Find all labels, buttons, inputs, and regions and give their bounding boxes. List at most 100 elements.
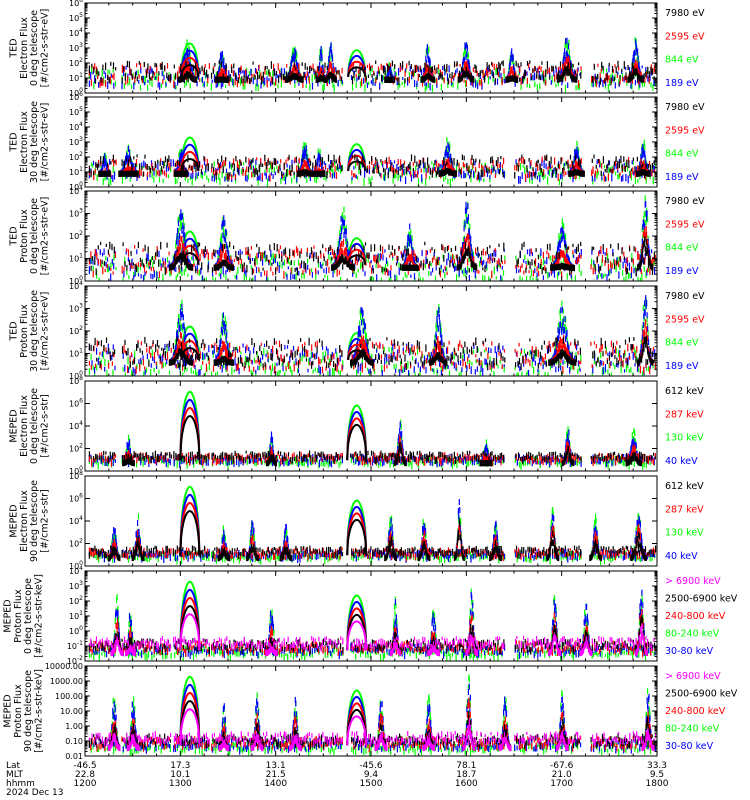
flux-point [140, 62, 142, 69]
flux-point [110, 177, 112, 186]
flux-point [127, 154, 129, 161]
flux-point [273, 157, 275, 165]
flux-point [447, 81, 449, 88]
flux-point [301, 162, 303, 167]
flux-point [195, 172, 197, 179]
flux-point [595, 79, 598, 88]
flux-point [452, 75, 454, 79]
flux-point [324, 62, 326, 69]
flux-point [416, 170, 419, 178]
flux-point [499, 63, 501, 71]
flux-point [570, 62, 572, 69]
flux-point [303, 71, 305, 79]
flux-point [123, 160, 125, 169]
flux-point [175, 275, 177, 281]
flux-point [429, 82, 431, 91]
flux-point [549, 163, 551, 169]
flux-point [421, 79, 424, 87]
flux-point [109, 170, 111, 177]
flux-point [616, 74, 618, 78]
flux-point [104, 164, 106, 168]
flux-point [417, 73, 419, 81]
flux-point [121, 81, 123, 90]
flux-point [555, 67, 557, 74]
flux-point [373, 167, 375, 174]
flux-point [641, 65, 643, 69]
flux-point [351, 84, 354, 91]
flux-point [366, 168, 368, 173]
flux-point [327, 168, 329, 173]
flux-point [466, 76, 468, 80]
flux-point [466, 45, 468, 52]
flux-point [466, 167, 468, 172]
flux-point [576, 146, 578, 153]
flux-point [638, 77, 640, 85]
flux-point [154, 255, 156, 259]
flux-point [103, 70, 105, 74]
flux-point [382, 167, 385, 173]
flux-point [484, 75, 486, 83]
flux-point [220, 266, 222, 274]
flux-point [96, 164, 99, 171]
flux-point [131, 164, 133, 172]
flux-point [465, 79, 467, 88]
flux-point [177, 159, 179, 166]
flux-point [426, 84, 428, 90]
flux-point [399, 165, 401, 171]
flux-point [434, 79, 436, 83]
flux-point [266, 76, 268, 84]
flux-point [563, 55, 565, 62]
flux-point [179, 156, 182, 163]
flux-point [448, 146, 450, 153]
flux-point [644, 172, 646, 180]
flux-point [498, 61, 500, 70]
flux-point [539, 175, 541, 183]
flux-point [536, 68, 538, 73]
flux-point [479, 72, 481, 79]
flux-point [503, 157, 505, 165]
flux-point [611, 174, 613, 182]
flux-point [213, 167, 215, 172]
flux-point [631, 67, 633, 74]
flux-point [637, 55, 639, 62]
flux-point [270, 254, 273, 260]
flux-point [151, 80, 153, 87]
flux-point [638, 69, 640, 76]
flux-point [272, 70, 274, 77]
flux-point [186, 79, 188, 86]
flux-point [334, 172, 336, 179]
flux-point [93, 81, 95, 90]
flux-point [267, 69, 269, 77]
flux-point [293, 260, 295, 266]
flux-point [379, 82, 381, 90]
flux-point [141, 78, 143, 83]
flux-point [218, 60, 220, 64]
flux-point [561, 172, 563, 179]
flux-point [368, 166, 370, 175]
flux-point [634, 79, 636, 86]
flux-point [560, 171, 562, 176]
flux-point [496, 64, 498, 69]
flux-point [501, 77, 503, 86]
flux-point [355, 174, 357, 179]
flux-point [425, 63, 427, 69]
flux-point [367, 74, 369, 78]
flux-point [314, 165, 316, 174]
flux-point [385, 157, 388, 164]
flux-point [358, 166, 360, 175]
flux-point [354, 173, 356, 178]
flux-point [267, 277, 269, 281]
flux-point [529, 60, 531, 64]
flux-point [136, 176, 138, 181]
flux-point [648, 71, 650, 78]
flux-point [614, 82, 616, 89]
flux-point [449, 73, 451, 78]
flux-point [92, 66, 94, 71]
flux-point [88, 165, 90, 173]
flux-point [618, 160, 620, 169]
flux-point [149, 65, 151, 71]
flux-point [501, 61, 503, 65]
flux-point [607, 173, 609, 181]
flux-point [378, 165, 380, 169]
flux-point [152, 166, 154, 171]
